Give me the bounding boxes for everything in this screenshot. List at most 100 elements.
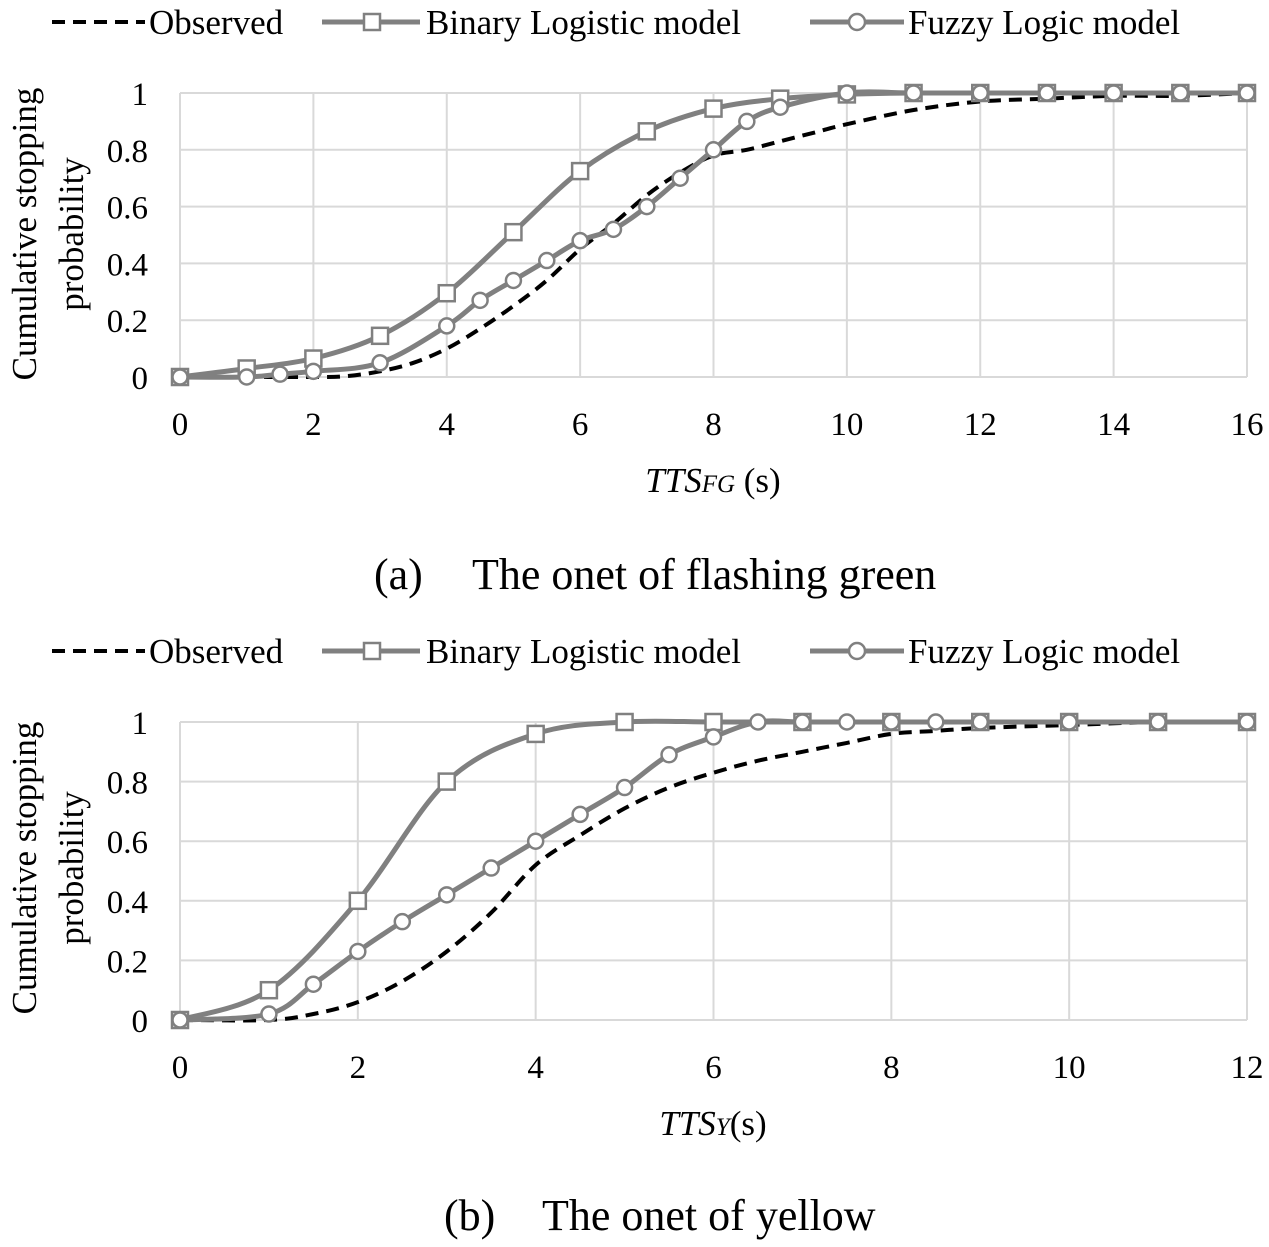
y-axis-title-a-line1: Cumulative stopping [5, 88, 44, 381]
data-point-square [437, 283, 456, 303]
y-tick-label: 0 [132, 1004, 149, 1040]
data-point-square [259, 980, 279, 1000]
x-tick-label: 2 [350, 1050, 367, 1086]
x-tick-label: 12 [1231, 1050, 1264, 1086]
data-point-circle [482, 859, 500, 877]
legend-fuzzy-marker [847, 12, 867, 32]
data-point-circle [271, 365, 289, 383]
series-markers-a [170, 83, 1257, 387]
data-point-circle [971, 84, 989, 102]
x-tick-label: 12 [964, 407, 997, 443]
data-point-circle [927, 713, 945, 731]
data-point-square [504, 222, 523, 242]
legend-observed-label: Observed [149, 632, 284, 671]
legend-binary-marker [362, 641, 382, 661]
data-point-circle [438, 886, 456, 904]
data-point-square [370, 326, 390, 346]
data-point-square [637, 122, 657, 141]
y-tick-label: 1 [132, 706, 149, 742]
chart-panel-b: Observed Binary Logistic model Fuzzy Log… [5, 632, 1264, 1240]
y-tick-label: 0.8 [107, 134, 148, 170]
legend-fuzzy-marker [847, 641, 867, 661]
y-tick-labels-a: 0 0.2 0.4 0.6 0.8 1 [107, 77, 148, 397]
y-axis-title-b-line2: probability [52, 791, 91, 945]
data-point-circle [504, 271, 523, 290]
data-point-circle [349, 942, 367, 961]
data-point-circle [704, 728, 723, 746]
data-point-circle [304, 975, 323, 993]
legend-fuzzy-label: Fuzzy Logic model [908, 3, 1180, 42]
data-point-square [437, 772, 456, 791]
data-point-square [615, 712, 634, 732]
legend-b: Observed Binary Logistic model Fuzzy Log… [52, 632, 1180, 671]
y-tick-label: 0.4 [107, 247, 148, 283]
y-axis-title-a-line2: probability [52, 157, 91, 311]
x-tick-label: 2 [305, 407, 322, 443]
x-tick-label: 4 [527, 1050, 544, 1086]
x-axis-subscript-a: FG [701, 471, 735, 498]
data-point-circle [237, 368, 256, 386]
y-tick-label: 0.8 [107, 766, 148, 802]
y-tick-labels-b: 0 0.2 0.4 0.6 0.8 1 [107, 706, 148, 1040]
x-axis-unit-a: (s) [735, 461, 781, 500]
data-point-circle [1171, 84, 1190, 102]
data-point-circle [671, 169, 689, 187]
x-tick-labels-a: 0 2 4 6 8 10 12 14 16 [172, 407, 1264, 443]
data-point-circle [638, 197, 656, 216]
data-point-circle [660, 746, 678, 764]
x-tick-label: 0 [172, 1050, 189, 1086]
data-point-circle [304, 362, 323, 381]
x-tick-label: 0 [172, 407, 189, 443]
legend-observed-label: Observed [149, 3, 284, 42]
y-tick-label: 0 [132, 361, 149, 397]
data-point-circle [171, 1011, 189, 1029]
x-axis-symbol-a: TTS [645, 461, 701, 500]
data-point-square [526, 724, 545, 744]
legend-binary-label: Binary Logistic model [426, 632, 741, 671]
x-axis-title-b: TTSY(s) [659, 1104, 766, 1143]
x-tick-label: 6 [705, 1050, 722, 1086]
caption-label-b: (b) [444, 1191, 495, 1240]
data-point-circle [571, 231, 589, 250]
data-point-circle [171, 368, 189, 386]
data-point-circle [971, 713, 989, 731]
x-tick-label: 6 [572, 407, 589, 443]
chart-panel-a: Observed Binary Logistic model Fuzzy Log… [5, 3, 1264, 599]
x-tick-label: 4 [439, 407, 456, 443]
data-point-circle [738, 112, 756, 131]
data-point-circle [1060, 713, 1078, 731]
data-point-circle [1238, 713, 1256, 731]
y-tick-label: 0.6 [107, 825, 148, 861]
data-point-circle [1149, 713, 1167, 731]
data-point-square [348, 891, 368, 911]
x-tick-label: 10 [830, 407, 863, 443]
legend-binary-marker [362, 12, 382, 32]
data-point-circle [838, 84, 856, 102]
series-line-observed [179, 719, 1248, 1023]
data-point-circle [615, 778, 634, 797]
data-point-circle [371, 354, 389, 372]
x-tick-label: 14 [1097, 407, 1130, 443]
data-point-circle [749, 713, 767, 731]
x-axis-subscript-b: Y [716, 1114, 733, 1141]
data-point-circle [604, 220, 623, 239]
data-point-square [704, 99, 723, 118]
x-axis-title-a: TTSFG (s) [645, 461, 780, 500]
x-axis-symbol-b: TTS [659, 1104, 715, 1143]
legend-a: Observed Binary Logistic model Fuzzy Log… [52, 3, 1180, 42]
y-tick-label: 0.4 [107, 885, 148, 921]
y-tick-label: 0.2 [107, 944, 148, 980]
y-axis-title-b-line1: Cumulative stopping [5, 722, 44, 1015]
data-point-circle [571, 805, 589, 824]
data-point-circle [260, 1005, 278, 1023]
data-point-circle [771, 98, 789, 116]
data-point-circle [882, 713, 901, 731]
data-point-circle [438, 317, 456, 335]
y-tick-label: 0.2 [107, 304, 148, 340]
data-point-circle [704, 141, 723, 159]
legend-fuzzy-label: Fuzzy Logic model [908, 632, 1180, 671]
data-point-circle [393, 912, 412, 931]
data-point-square [704, 712, 723, 732]
grid-b [179, 721, 1248, 1021]
